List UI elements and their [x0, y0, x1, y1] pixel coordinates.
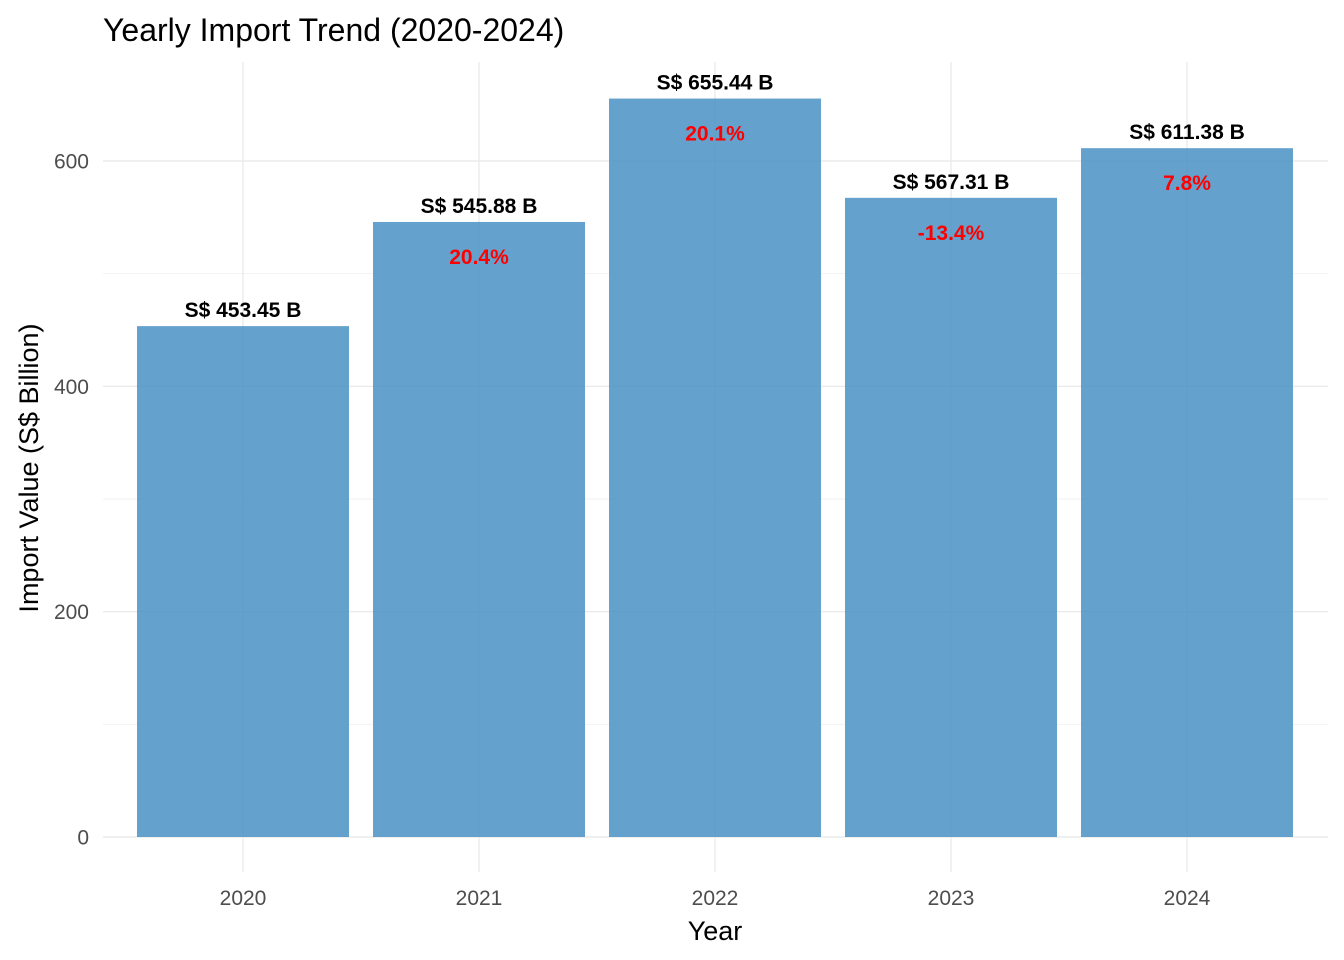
bar-change-label: 20.4% [449, 246, 509, 269]
bars-layer [137, 98, 1293, 837]
bar-2022 [609, 98, 821, 837]
y-tick-label: 0 [77, 827, 89, 850]
bar-change-label: -13.4% [918, 222, 985, 245]
bar-2020 [137, 326, 349, 837]
bar-change-label: 20.1% [685, 123, 745, 146]
bar-2023 [845, 197, 1057, 837]
x-tick-label: 2021 [456, 887, 503, 910]
ticks-layer: 0 200 400 600 2020 2021 2022 2023 2024 [54, 151, 1211, 911]
y-tick-label: 200 [54, 601, 89, 624]
x-tick-label: 2022 [692, 887, 739, 910]
y-tick-label: 600 [54, 151, 89, 174]
x-tick-label: 2023 [928, 887, 975, 910]
bar-2021 [373, 221, 585, 837]
x-tick-label: 2020 [220, 887, 267, 910]
labels-layer: S$ 453.45 B S$ 545.88 B 20.4% S$ 655.44 B 20… [185, 72, 1245, 323]
x-tick-label: 2024 [1164, 887, 1211, 910]
bar-value-label: S$ 611.38 B [1129, 121, 1245, 144]
chart-title: Yearly Import Trend (2020-2024) [103, 12, 564, 48]
bar-change-label: 7.8% [1163, 172, 1211, 195]
bar-value-label: S$ 453.45 B [185, 299, 302, 322]
bar-value-label: S$ 655.44 B [657, 72, 774, 95]
y-axis-title: Import Value (S$ Billion) [14, 323, 44, 612]
bar-value-label: S$ 567.31 B [893, 171, 1010, 194]
x-axis-title: Year [688, 916, 743, 946]
y-tick-label: 400 [54, 376, 89, 399]
bar-2024 [1081, 148, 1293, 837]
bar-value-label: S$ 545.88 B [421, 195, 538, 218]
